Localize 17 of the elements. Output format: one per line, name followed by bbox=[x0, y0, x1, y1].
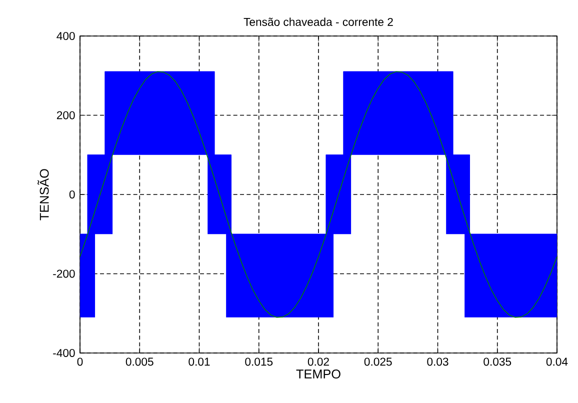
y-tick-label: 200 bbox=[56, 111, 75, 120]
y-axis-title: TENSÃO bbox=[38, 169, 49, 220]
y-tick-label: -200 bbox=[53, 270, 75, 278]
x-tick-label: 0.035 bbox=[484, 358, 512, 366]
y-tick-label: 0 bbox=[69, 190, 75, 198]
chart-title: Tensão chaveada - corrente 2 bbox=[244, 18, 393, 26]
x-tick-label: 0.01 bbox=[188, 358, 210, 366]
x-tick-label: 0.04 bbox=[546, 358, 568, 366]
x-tick-label: 0.02 bbox=[308, 358, 329, 366]
x-tick-label: 0 bbox=[77, 358, 83, 366]
y-tick-label: -400 bbox=[53, 348, 75, 357]
x-tick-label: 0.03 bbox=[427, 358, 448, 366]
y-tick-label: 400 bbox=[56, 32, 75, 40]
x-tick-label: 0.015 bbox=[245, 358, 273, 366]
x-tick-label: 0.005 bbox=[126, 358, 154, 366]
x-tick-label: 0.025 bbox=[364, 358, 392, 366]
x-axis-title: TEMPO bbox=[296, 370, 340, 379]
